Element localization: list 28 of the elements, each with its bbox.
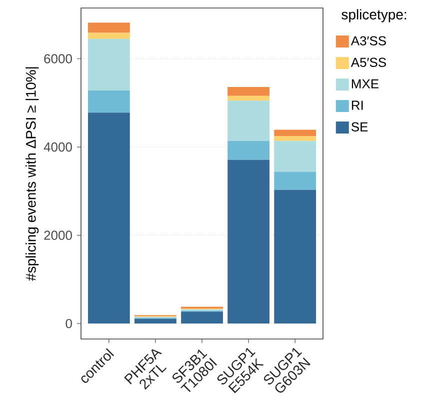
bar [228,96,270,101]
y-tick-label: 2000 [44,230,72,240]
bar [228,87,270,96]
bar [274,130,316,136]
bar [228,140,270,160]
legend-label: A5′SS [350,58,386,67]
bar [181,312,223,324]
legend-label: MXE [352,79,378,88]
bar [274,140,316,172]
legend-title: splicetype: [342,9,406,22]
bar [274,172,316,190]
bar [88,22,130,33]
bar [228,100,270,141]
bar [88,32,130,39]
bar [274,190,316,324]
y-tick-label: 0 [66,318,72,328]
bar [228,160,270,324]
legend-label: SE [351,122,368,132]
bar [88,112,130,324]
bar [274,136,316,141]
y-axis-title: #splicing events with ΔPSI ≥ |10%| [26,67,39,281]
y-tick-label: 6000 [44,54,72,64]
y-tick-label: 4000 [44,142,72,152]
legend-label: A3′SS [350,36,386,46]
bar [88,38,130,91]
legend-label: RI [352,100,363,110]
bar [134,318,176,324]
bar [88,90,130,113]
